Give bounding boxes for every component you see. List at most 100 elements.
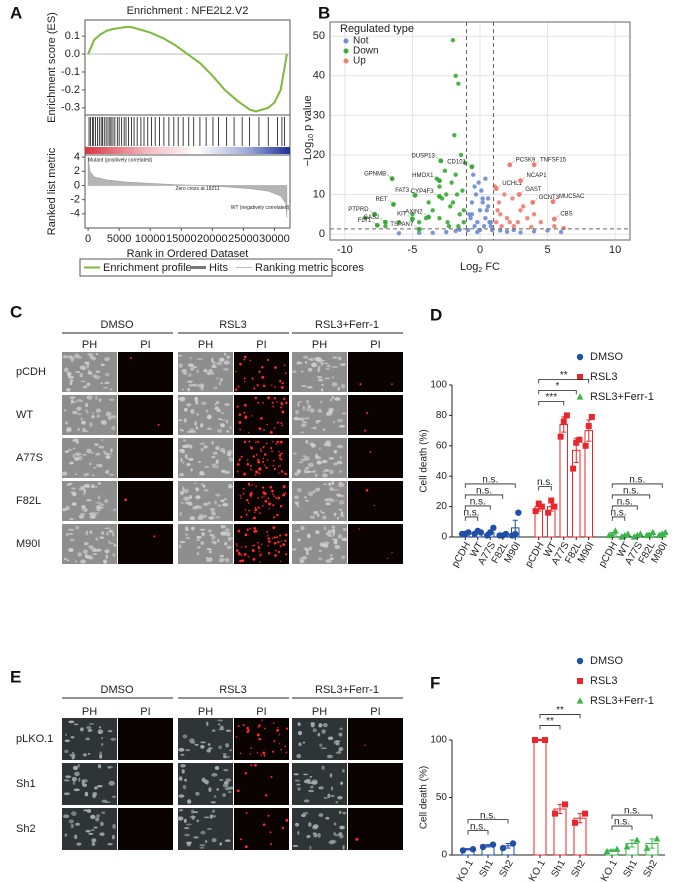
cell — [342, 845, 345, 850]
pi-signal — [256, 752, 259, 754]
cell — [63, 779, 70, 782]
leader — [434, 176, 440, 181]
cell — [186, 462, 191, 467]
cell — [297, 730, 303, 736]
pi-signal — [359, 383, 362, 386]
pi-signal — [280, 452, 282, 455]
pi-signal — [235, 370, 237, 373]
pi-image — [348, 718, 403, 760]
gene-label: RET — [376, 197, 388, 203]
replicate — [532, 737, 538, 743]
pi-signal — [373, 504, 375, 507]
pi-signal — [239, 494, 242, 497]
cell — [89, 422, 93, 428]
cell — [91, 838, 97, 843]
cell — [323, 796, 328, 799]
pi-signal — [240, 515, 243, 519]
cell — [109, 473, 114, 476]
bracket — [538, 401, 565, 406]
replicate — [545, 509, 552, 516]
cell — [222, 419, 226, 421]
pi-signal — [246, 499, 249, 502]
cell — [64, 409, 67, 412]
cell — [75, 822, 80, 826]
cell — [99, 832, 105, 836]
leader — [380, 218, 386, 223]
bar — [533, 739, 547, 856]
cell — [78, 487, 85, 491]
leader — [532, 198, 538, 203]
cell — [310, 427, 317, 429]
cell — [92, 553, 98, 555]
cell — [296, 361, 304, 365]
cell — [81, 453, 87, 456]
cell — [185, 457, 189, 460]
cell — [80, 380, 86, 383]
cell — [185, 501, 189, 505]
legend-swatch — [576, 697, 584, 704]
cell — [211, 364, 217, 368]
cell — [177, 816, 184, 821]
significance: n.s. — [537, 477, 553, 488]
gene-label: GAS2 — [363, 215, 380, 221]
cell — [104, 470, 109, 474]
cell — [315, 357, 322, 361]
pi-signal — [238, 420, 242, 424]
replicate — [487, 529, 494, 536]
pi-signal — [265, 442, 268, 445]
cell — [89, 462, 92, 466]
cell — [216, 377, 219, 380]
cell — [340, 781, 344, 785]
cell — [214, 765, 220, 770]
leader — [509, 160, 515, 166]
cell — [337, 356, 342, 361]
pi-signal — [236, 463, 240, 466]
pi-signal — [271, 450, 273, 453]
cell — [199, 846, 205, 849]
gene-label: PCSK9 — [516, 157, 536, 163]
cell — [338, 419, 343, 423]
cell — [82, 385, 88, 389]
cell — [77, 455, 83, 461]
pi-signal — [271, 401, 274, 404]
cell — [95, 452, 101, 456]
cell — [72, 780, 76, 785]
cell — [296, 783, 301, 786]
cell — [336, 516, 340, 520]
point — [469, 212, 475, 217]
cell — [101, 439, 104, 442]
cell — [85, 737, 90, 741]
cell — [211, 441, 215, 445]
pi-signal — [253, 387, 256, 390]
cell — [340, 383, 346, 389]
pi-signal — [267, 396, 271, 400]
point — [442, 168, 448, 173]
cell — [67, 528, 75, 531]
leader — [409, 191, 416, 196]
bracket — [611, 494, 651, 499]
pi-signal — [254, 396, 258, 400]
cell — [325, 531, 332, 536]
pi-signal — [279, 380, 282, 383]
channel-label: PI — [370, 339, 380, 351]
pi-signal — [391, 383, 393, 386]
cell — [81, 368, 87, 370]
cell — [211, 837, 217, 843]
pi-signal — [262, 505, 264, 507]
point — [416, 230, 422, 236]
cell — [69, 753, 76, 757]
cell — [304, 361, 308, 364]
replicate — [551, 503, 558, 510]
cell — [326, 364, 331, 368]
cell — [225, 470, 231, 475]
cell — [304, 495, 307, 499]
cell — [296, 753, 302, 759]
cell — [95, 537, 99, 541]
gene-label: FLT1 — [358, 218, 372, 224]
point — [504, 229, 510, 234]
bracket — [611, 505, 638, 510]
replicate — [469, 846, 477, 853]
point — [511, 223, 516, 229]
leader — [407, 214, 413, 220]
cell — [212, 361, 216, 366]
